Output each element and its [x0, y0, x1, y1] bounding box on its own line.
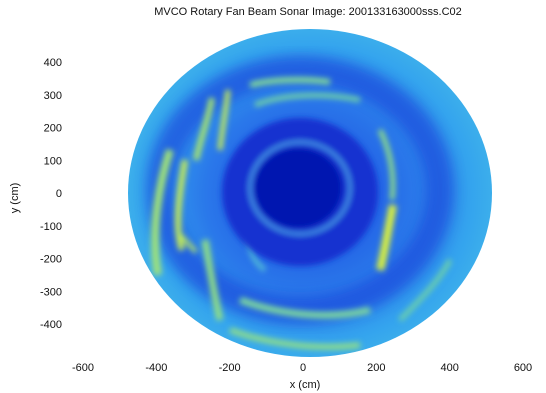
y-tick-label: -200: [40, 254, 62, 266]
y-tick-label: 300: [44, 90, 62, 102]
y-tick-label: 0: [56, 188, 62, 200]
x-tick-label: -600: [72, 362, 94, 374]
y-tick-label: 200: [44, 123, 62, 135]
y-axis-title: y (cm): [9, 183, 21, 214]
x-axis-title: x (cm): [290, 379, 321, 391]
x-tick-label: 0: [300, 362, 306, 374]
x-tick-label: 400: [440, 362, 458, 374]
x-tick-label: -200: [219, 362, 241, 374]
chart-title: MVCO Rotary Fan Beam Sonar Image: 200133…: [154, 6, 462, 18]
y-tick-label: 400: [44, 57, 62, 69]
x-tick-label: -400: [145, 362, 167, 374]
y-tick-label: -300: [40, 286, 62, 298]
x-tick-label: 200: [367, 362, 385, 374]
sonar-image: [120, 20, 500, 370]
y-tick-label: -100: [40, 221, 62, 233]
y-tick-label: -400: [40, 319, 62, 331]
transducer-center: [254, 148, 342, 228]
x-tick-label: 600: [514, 362, 532, 374]
y-tick-label: 100: [44, 155, 62, 167]
